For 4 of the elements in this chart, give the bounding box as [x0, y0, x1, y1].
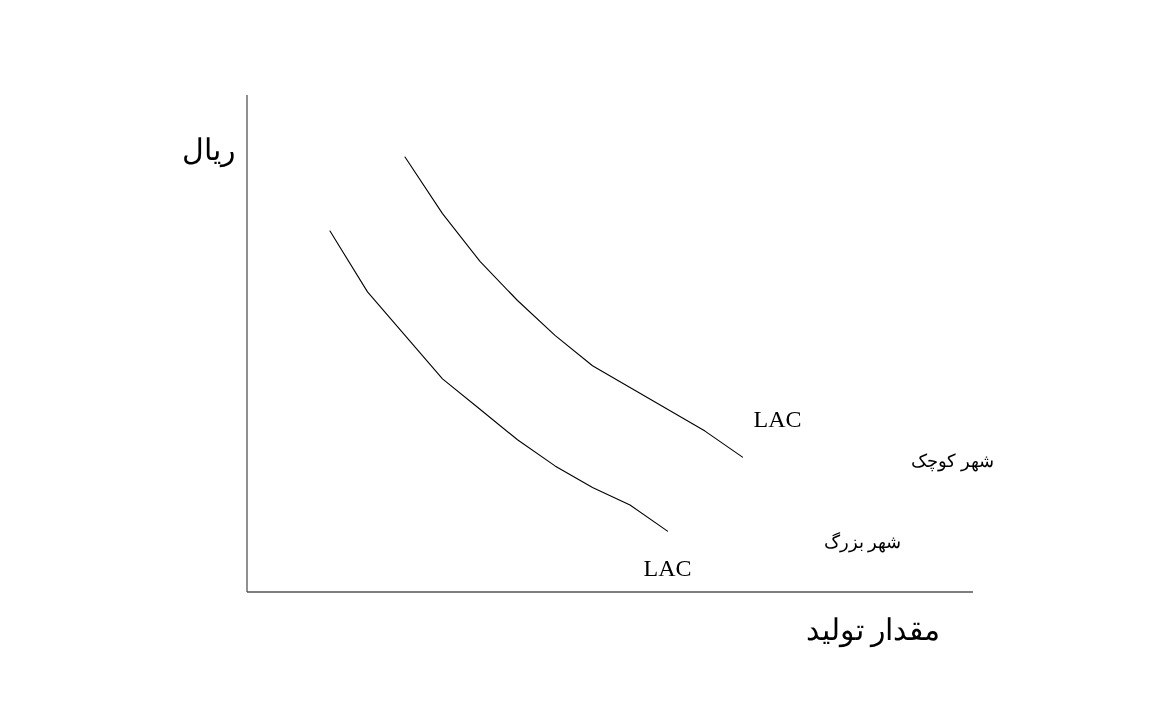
annotation: شهر بزرگ: [823, 532, 902, 553]
ylabel: ریال: [182, 133, 235, 166]
xlabel: مقدار تولید: [805, 613, 940, 646]
annotation: شهر کوچک: [911, 451, 994, 472]
